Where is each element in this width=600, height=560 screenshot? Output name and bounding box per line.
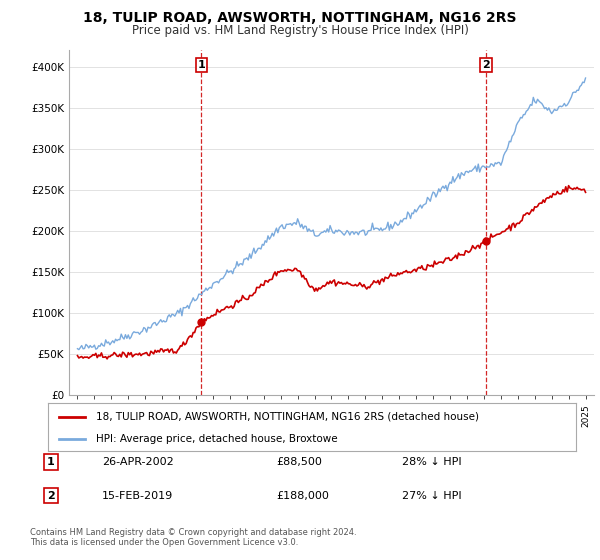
Text: 28% ↓ HPI: 28% ↓ HPI (402, 457, 461, 467)
Text: 27% ↓ HPI: 27% ↓ HPI (402, 491, 461, 501)
Text: 2: 2 (482, 60, 490, 70)
Text: 1: 1 (197, 60, 205, 70)
Text: 18, TULIP ROAD, AWSWORTH, NOTTINGHAM, NG16 2RS (detached house): 18, TULIP ROAD, AWSWORTH, NOTTINGHAM, NG… (95, 412, 479, 422)
Text: 15-FEB-2019: 15-FEB-2019 (102, 491, 173, 501)
Text: 26-APR-2002: 26-APR-2002 (102, 457, 174, 467)
Text: 2: 2 (47, 491, 55, 501)
Text: £188,000: £188,000 (276, 491, 329, 501)
Text: Contains HM Land Registry data © Crown copyright and database right 2024.
This d: Contains HM Land Registry data © Crown c… (30, 528, 356, 547)
Text: £88,500: £88,500 (276, 457, 322, 467)
Text: HPI: Average price, detached house, Broxtowe: HPI: Average price, detached house, Brox… (95, 434, 337, 444)
Text: 1: 1 (47, 457, 55, 467)
Text: 18, TULIP ROAD, AWSWORTH, NOTTINGHAM, NG16 2RS: 18, TULIP ROAD, AWSWORTH, NOTTINGHAM, NG… (83, 11, 517, 25)
Text: Price paid vs. HM Land Registry's House Price Index (HPI): Price paid vs. HM Land Registry's House … (131, 24, 469, 37)
